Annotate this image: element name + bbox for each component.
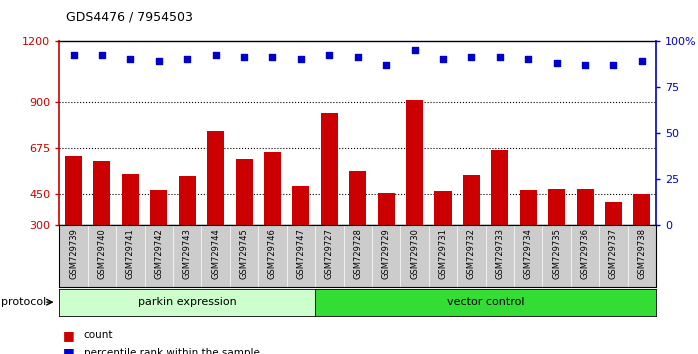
- Bar: [264, 152, 281, 286]
- Point: [551, 60, 562, 65]
- Point: [637, 58, 648, 64]
- Bar: [633, 194, 651, 286]
- Bar: [577, 189, 593, 286]
- Point: [438, 56, 449, 62]
- Point: [466, 55, 477, 60]
- Bar: [207, 131, 224, 286]
- Text: GSM729730: GSM729730: [410, 228, 419, 279]
- Text: GDS4476 / 7954503: GDS4476 / 7954503: [66, 11, 193, 24]
- Text: GSM729746: GSM729746: [268, 228, 277, 279]
- Text: GSM729734: GSM729734: [524, 228, 533, 279]
- Point: [352, 55, 363, 60]
- Point: [494, 55, 505, 60]
- Point: [68, 53, 79, 58]
- Text: GSM729731: GSM729731: [438, 228, 447, 279]
- Text: GSM729739: GSM729739: [69, 228, 78, 279]
- Text: GSM729738: GSM729738: [637, 228, 646, 279]
- Bar: [520, 190, 537, 286]
- Text: GSM729740: GSM729740: [98, 228, 107, 279]
- Point: [96, 53, 107, 58]
- Text: count: count: [84, 330, 113, 340]
- Bar: [292, 186, 309, 286]
- Bar: [65, 156, 82, 286]
- Point: [608, 62, 619, 68]
- Text: ■: ■: [63, 329, 75, 342]
- Bar: [406, 100, 423, 286]
- Bar: [548, 189, 565, 286]
- Point: [125, 56, 136, 62]
- Text: GSM729737: GSM729737: [609, 228, 618, 279]
- Point: [380, 62, 392, 68]
- Text: GSM729728: GSM729728: [353, 228, 362, 279]
- Point: [210, 53, 221, 58]
- Bar: [463, 175, 480, 286]
- Text: GSM729742: GSM729742: [154, 228, 163, 279]
- Bar: [94, 161, 110, 286]
- Point: [409, 47, 420, 53]
- Bar: [378, 193, 394, 286]
- Bar: [150, 190, 168, 286]
- Text: GSM729736: GSM729736: [581, 228, 590, 279]
- Point: [153, 58, 164, 64]
- Text: GSM729729: GSM729729: [382, 228, 391, 279]
- Point: [579, 62, 591, 68]
- Text: GSM729727: GSM729727: [325, 228, 334, 279]
- Bar: [349, 171, 366, 286]
- Text: GSM729743: GSM729743: [183, 228, 192, 279]
- Text: GSM729733: GSM729733: [496, 228, 505, 279]
- Point: [267, 55, 278, 60]
- Text: GSM729747: GSM729747: [297, 228, 306, 279]
- Point: [181, 56, 193, 62]
- Text: GSM729745: GSM729745: [239, 228, 248, 279]
- Bar: [122, 174, 139, 286]
- Text: GSM729732: GSM729732: [467, 228, 476, 279]
- Bar: [179, 176, 195, 286]
- Bar: [491, 150, 508, 286]
- Point: [295, 56, 306, 62]
- Point: [324, 53, 335, 58]
- Text: parkin expression: parkin expression: [138, 297, 237, 307]
- Point: [239, 55, 250, 60]
- Bar: [434, 191, 452, 286]
- Text: GSM729735: GSM729735: [552, 228, 561, 279]
- Text: protocol: protocol: [1, 297, 47, 307]
- Bar: [605, 202, 622, 286]
- Bar: [321, 113, 338, 286]
- Text: GSM729744: GSM729744: [211, 228, 220, 279]
- Point: [523, 56, 534, 62]
- Text: GSM729741: GSM729741: [126, 228, 135, 279]
- Text: vector control: vector control: [447, 297, 524, 307]
- Bar: [235, 159, 253, 286]
- Text: percentile rank within the sample: percentile rank within the sample: [84, 348, 260, 354]
- Text: ■: ■: [63, 347, 75, 354]
